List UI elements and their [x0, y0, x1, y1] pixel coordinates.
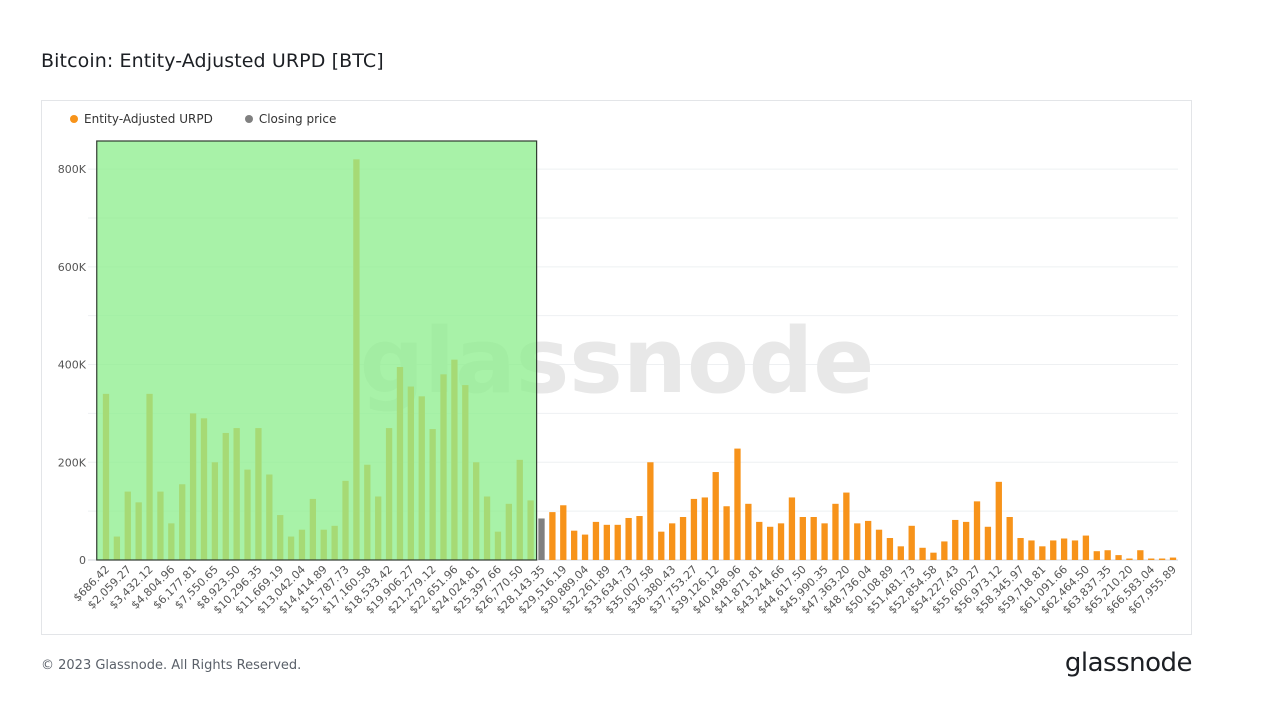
urpd-bar — [821, 523, 828, 560]
urpd-bar — [549, 512, 556, 560]
urpd-bar — [734, 448, 741, 560]
urpd-bar — [854, 523, 861, 560]
urpd-bar — [941, 541, 948, 560]
legend-item-closing-price[interactable]: Closing price — [244, 112, 337, 126]
urpd-bar — [701, 497, 708, 560]
urpd-bar — [1126, 558, 1133, 560]
urpd-bar — [962, 521, 970, 560]
urpd-bar — [1017, 538, 1024, 560]
chart-legend: Entity-Adjusted URPD Closing price — [70, 112, 336, 126]
urpd-bar — [843, 492, 850, 560]
urpd-bar — [1093, 551, 1100, 560]
urpd-bar — [897, 546, 904, 560]
urpd-bar — [832, 503, 839, 560]
urpd-bar — [1028, 540, 1035, 560]
urpd-bar — [799, 517, 806, 560]
urpd-bar — [1082, 535, 1090, 560]
urpd-bar — [810, 517, 817, 560]
urpd-bar — [1039, 546, 1046, 560]
urpd-bar — [679, 517, 687, 560]
urpd-bar — [864, 520, 872, 560]
urpd-bar — [1115, 555, 1122, 560]
legend-item-urpd[interactable]: Entity-Adjusted URPD — [70, 112, 213, 126]
urpd-bar — [658, 531, 665, 560]
closing-price-bar — [538, 518, 545, 560]
y-tick-label: 800K — [58, 163, 87, 176]
urpd-bar — [1158, 558, 1166, 560]
urpd-bar — [614, 524, 621, 560]
urpd-bar — [1137, 550, 1144, 560]
urpd-bar — [636, 516, 643, 560]
urpd-bar — [995, 481, 1002, 560]
urpd-bar — [745, 503, 752, 560]
urpd-bar — [908, 525, 915, 560]
urpd-bar — [571, 530, 578, 560]
urpd-bar — [767, 526, 774, 560]
highlight-region — [96, 140, 538, 561]
urpd-bar — [560, 505, 567, 560]
urpd-bar — [973, 501, 981, 560]
urpd-bar — [690, 498, 698, 560]
urpd-bar — [647, 462, 654, 560]
copyright-footer: © 2023 Glassnode. All Rights Reserved. — [41, 658, 302, 673]
urpd-bar — [1148, 558, 1155, 560]
y-tick-label: 200K — [58, 456, 87, 469]
urpd-bar — [1060, 538, 1068, 560]
glassnode-logo: glassnode — [1064, 648, 1193, 678]
urpd-bar — [886, 538, 894, 560]
urpd-bar — [625, 517, 632, 560]
legend-label-urpd: Entity-Adjusted URPD — [84, 112, 213, 126]
urpd-bar — [952, 519, 959, 560]
urpd-bar — [756, 521, 763, 560]
urpd-bar — [1050, 540, 1057, 560]
urpd-bar — [984, 526, 992, 560]
urpd-bar — [930, 552, 937, 560]
urpd-bar — [1169, 557, 1177, 560]
urpd-bar — [603, 524, 610, 560]
legend-dot-closing-price — [244, 115, 253, 123]
urpd-bar — [581, 534, 589, 560]
urpd-bar — [777, 523, 785, 560]
y-tick-label: 400K — [58, 359, 87, 372]
urpd-bar — [1104, 550, 1111, 560]
urpd-bar — [875, 529, 883, 560]
urpd-bar — [712, 472, 719, 560]
chart-title: Bitcoin: Entity-Adjusted URPD [BTC] — [41, 50, 384, 72]
urpd-bar — [669, 523, 676, 560]
y-tick-label: 0 — [79, 554, 86, 567]
legend-dot-urpd — [70, 115, 78, 123]
urpd-bar — [592, 521, 600, 560]
y-tick-label: 600K — [58, 261, 87, 274]
urpd-bar — [723, 506, 730, 560]
urpd-bar — [788, 497, 796, 560]
legend-label-closing-price: Closing price — [258, 112, 337, 126]
urpd-bar — [1071, 540, 1079, 560]
urpd-bar — [1006, 517, 1013, 560]
urpd-bar — [919, 547, 926, 560]
